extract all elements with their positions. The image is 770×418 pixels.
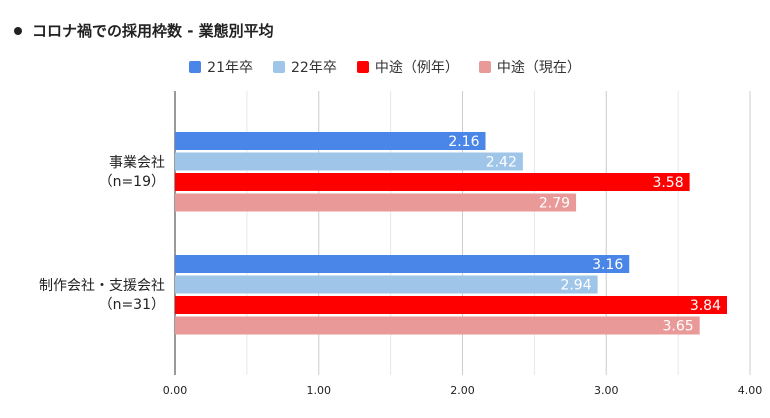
bar — [175, 316, 700, 335]
bar-data-label: 2.94 — [560, 278, 591, 294]
category-label: （n=31） — [99, 297, 165, 313]
bar-data-label: 2.79 — [539, 196, 570, 212]
chart-legend: 21年卒 22年卒 中途（例年） 中途（現在） — [0, 57, 770, 77]
legend-swatch-midcareer-usual — [356, 61, 369, 73]
legend-label-midcareer-usual: 中途（例年） — [374, 60, 459, 76]
category-label: 事業会社 — [109, 155, 165, 171]
bar-data-label: 3.84 — [690, 298, 721, 314]
chart-title: コロナ禍での採用枠数 - 業態別平均 — [14, 20, 274, 41]
x-tick-label: 4.00 — [738, 384, 763, 397]
bar-data-label: 3.58 — [652, 175, 683, 191]
x-tick-label: 2.00 — [450, 384, 475, 397]
title-bullet-icon — [14, 26, 22, 35]
bar-data-label: 3.16 — [592, 257, 623, 273]
legend-label-22: 22年卒 — [291, 60, 337, 76]
bar-data-label: 3.65 — [663, 319, 694, 335]
legend-item-22[interactable]: 22年卒 — [273, 57, 337, 77]
legend-item-midcareer-usual[interactable]: 中途（例年） — [356, 57, 459, 77]
bar — [175, 152, 523, 171]
chart-title-text: コロナ禍での採用枠数 - 業態別平均 — [32, 22, 274, 40]
bar-data-label: 2.42 — [486, 155, 517, 171]
x-tick-label: 1.00 — [307, 384, 332, 397]
bar — [175, 193, 577, 212]
legend-swatch-22 — [273, 61, 285, 73]
legend-label-21: 21年卒 — [207, 60, 253, 76]
legend-swatch-midcareer-now — [478, 61, 491, 73]
bar — [175, 275, 598, 294]
bar — [175, 132, 486, 150]
legend-label-midcareer-now: 中途（現在） — [496, 60, 581, 76]
x-tick-label: 3.00 — [594, 384, 619, 397]
bar — [175, 173, 690, 191]
legend-swatch-21 — [189, 61, 202, 73]
legend-item-21[interactable]: 21年卒 — [189, 57, 253, 77]
legend-item-midcareer-now[interactable]: 中途（現在） — [478, 57, 581, 77]
bar — [175, 255, 630, 273]
category-label: 制作会社・支援会社 — [39, 278, 165, 294]
bar — [175, 296, 727, 314]
x-tick-label: 0.00 — [163, 384, 188, 397]
bar-data-label: 2.16 — [448, 134, 479, 150]
category-label: （n=19） — [99, 174, 165, 190]
